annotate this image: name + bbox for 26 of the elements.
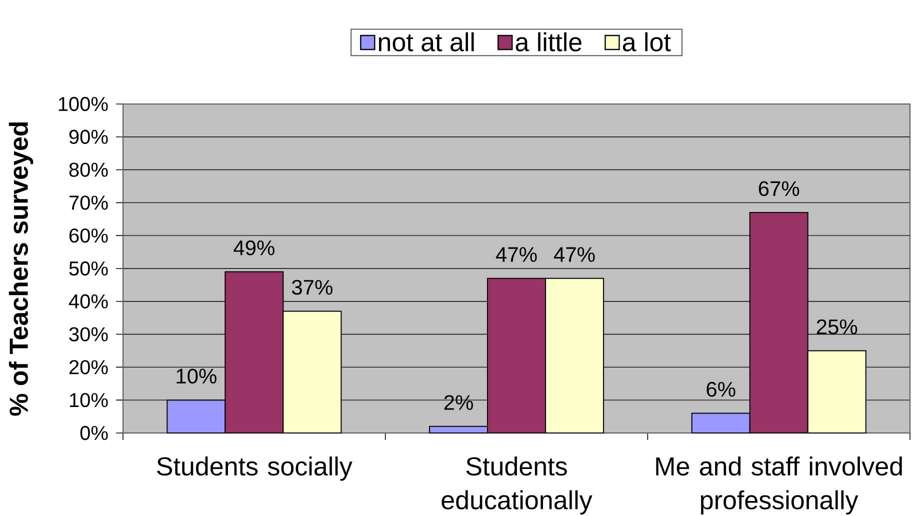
y-tick-label: 80%	[69, 162, 108, 177]
data-label: 37%	[292, 280, 332, 295]
data-label: 49%	[234, 240, 274, 256]
data-label: 47%	[496, 247, 537, 262]
y-tick-label: 0%	[80, 426, 108, 440]
x-tick-label: Students socially	[157, 456, 352, 481]
x-tick-label: Me and staff involved professionally	[656, 456, 902, 515]
y-tick-label: 10%	[70, 393, 108, 408]
y-tick-label: 30%	[69, 327, 108, 342]
y-tick-label: 100%	[58, 96, 108, 112]
y-tick-label: 20%	[69, 360, 108, 374]
data-label: 67%	[758, 181, 800, 196]
legend-label: a little	[516, 32, 582, 52]
y-tick-label: 90%	[69, 130, 108, 144]
data-label: 10%	[176, 368, 216, 384]
legend-label: a lot	[622, 32, 671, 52]
y-tick-label: 70%	[69, 196, 108, 210]
data-label: 25%	[816, 319, 858, 334]
data-label: 47%	[554, 247, 595, 262]
y-tick-label: 60%	[69, 228, 108, 243]
data-label: 6%	[706, 382, 736, 397]
y-axis-title: % of Teachers surveyed	[8, 122, 34, 416]
y-tick-label: 50%	[69, 261, 108, 276]
y-tick-label: 40%	[68, 294, 108, 308]
legend-label: not at all	[378, 32, 474, 52]
x-tick-label: Students educationally	[442, 456, 592, 515]
